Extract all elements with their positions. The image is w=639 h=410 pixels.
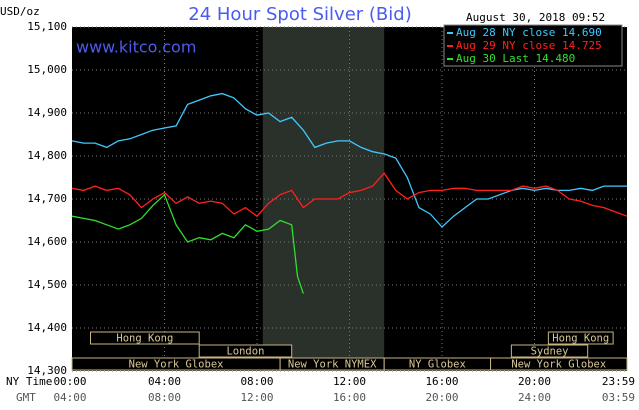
session-label: London <box>226 346 264 358</box>
x-tick-label: 08:00 <box>240 375 273 388</box>
session-label: New York Globex <box>129 359 224 371</box>
y-tick-label: 14,400 <box>27 321 67 334</box>
x-tick-label-gmt: 04:00 <box>53 391 86 404</box>
x-tick-label-gmt: 12:00 <box>240 391 273 404</box>
site-label: www.kitco.com <box>76 38 196 57</box>
session-label: New York Globex <box>511 359 606 371</box>
y-tick-label: 15,000 <box>27 63 67 76</box>
y-tick-label: 14,500 <box>27 278 67 291</box>
legend-box <box>443 24 623 67</box>
chart-title: 24 Hour Spot Silver (Bid) <box>188 4 411 25</box>
session-label: Hong Kong <box>552 333 609 345</box>
x-tick-label: 04:00 <box>148 375 181 388</box>
y-axis-label: USD/oz <box>0 5 40 18</box>
x-tick-label: 12:00 <box>333 375 366 388</box>
x-tick-label-gmt: 08:00 <box>148 391 181 404</box>
session-label: NY Globex <box>409 359 466 371</box>
session-bar <box>198 344 293 358</box>
x-tick-label-gmt: 24:00 <box>518 391 551 404</box>
timestamp: August 30, 2018 09:52 <box>466 11 605 24</box>
x-tick-label: 00:00 <box>53 375 86 388</box>
session-bar <box>510 344 589 358</box>
series-line <box>71 172 628 218</box>
x-axis-label: NY Time <box>6 375 52 388</box>
series-line <box>71 92 627 228</box>
x-axis-label: GMT <box>16 391 36 404</box>
x-tick-label-gmt: 16:00 <box>333 391 366 404</box>
y-tick-label: 14,800 <box>27 149 67 162</box>
series-line <box>71 193 304 294</box>
legend-label: Aug 30 Last 14.480 <box>456 52 575 65</box>
x-tick-label-gmt: 03:59 <box>602 391 635 404</box>
y-tick-label: 15,100 <box>27 20 67 33</box>
x-tick-label-gmt: 20:00 <box>425 391 458 404</box>
legend-label: Aug 28 NY close 14.690 <box>456 26 602 39</box>
session-label: New York NYMEX <box>288 359 377 371</box>
session-bar <box>547 331 614 345</box>
session-label: Sydney <box>531 346 569 358</box>
x-tick-label: 16:00 <box>425 375 458 388</box>
y-tick-label: 14,300 <box>27 364 67 377</box>
y-tick-label: 14,600 <box>27 235 67 248</box>
session-bar <box>490 357 628 371</box>
session-label: Hong Kong <box>116 333 173 345</box>
y-tick-label: 14,900 <box>27 106 67 119</box>
y-tick-label: 14,700 <box>27 192 67 205</box>
session-bar <box>90 331 200 345</box>
x-tick-label: 20:00 <box>518 375 551 388</box>
legend-label: Aug 29 NY close 14.725 <box>456 39 602 52</box>
x-tick-label: 23:59 <box>602 375 635 388</box>
